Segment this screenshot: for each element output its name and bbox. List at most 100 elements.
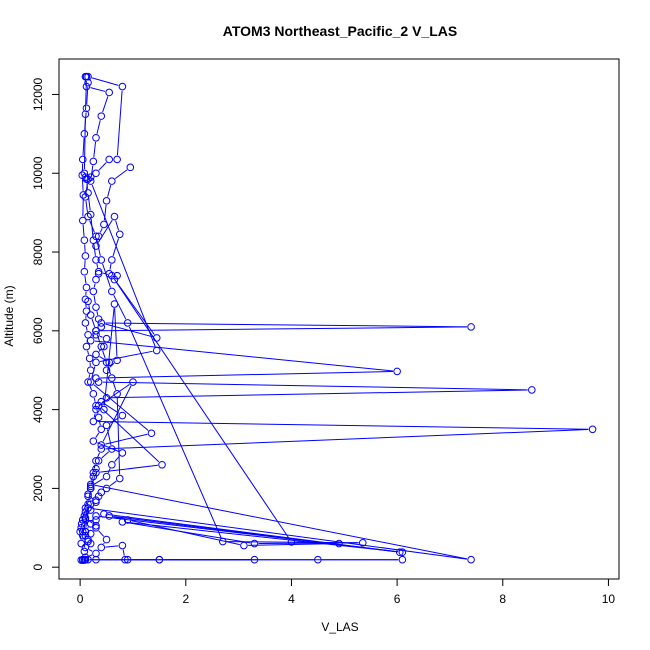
data-point	[123, 516, 132, 524]
data-point	[102, 484, 111, 493]
series-segment	[85, 326, 88, 331]
series-segment	[93, 413, 96, 418]
data-point	[84, 297, 92, 306]
data-point	[92, 522, 100, 530]
series-5	[84, 163, 407, 564]
y-axis: 0 2000 4000 6000 8000 10000 12000	[31, 77, 60, 571]
data-point	[110, 275, 119, 284]
series-segment	[96, 334, 101, 343]
series-segment	[98, 162, 107, 171]
data-point	[97, 441, 106, 449]
series-segment	[99, 516, 101, 518]
data-point	[89, 417, 98, 426]
data-point	[126, 163, 135, 172]
data-point	[398, 548, 407, 557]
x-tick-label: 2	[182, 592, 189, 606]
data-point	[105, 88, 113, 97]
series-segment	[108, 514, 396, 553]
data-point	[84, 500, 92, 508]
series-segment	[92, 508, 467, 560]
series-segment	[93, 384, 149, 431]
x-axis-label: V_LAS	[321, 620, 358, 634]
data-point	[100, 342, 108, 351]
series-segment	[100, 326, 467, 332]
series-segment	[89, 385, 93, 391]
data-point	[78, 216, 87, 225]
series-segment	[94, 478, 104, 485]
series-segment	[109, 362, 115, 368]
data-point	[97, 112, 106, 120]
series-segment	[94, 340, 393, 372]
data-point	[80, 130, 89, 138]
data-point	[94, 378, 103, 386]
data-point	[105, 269, 113, 278]
y-tick-label: 12000	[31, 77, 45, 111]
data-point	[92, 523, 100, 532]
data-point	[92, 275, 100, 284]
series-segment	[85, 500, 88, 505]
data-point	[81, 543, 90, 552]
data-point	[113, 390, 121, 398]
data-point	[82, 104, 91, 113]
series-segment	[114, 308, 118, 357]
data-point	[118, 411, 127, 420]
series-segment	[100, 370, 393, 379]
data-point	[92, 350, 100, 359]
data-point	[115, 230, 124, 239]
data-point	[100, 405, 108, 414]
data-point	[92, 374, 100, 382]
series-segment	[99, 335, 103, 338]
series-segment	[89, 220, 95, 233]
series-segment	[85, 80, 87, 110]
data-point	[108, 287, 116, 296]
data-point	[113, 155, 121, 164]
data-point	[84, 555, 92, 564]
series-segment	[105, 428, 589, 450]
data-point	[86, 311, 95, 319]
series-segment	[101, 451, 110, 459]
data-point	[240, 541, 248, 550]
data-point	[84, 189, 92, 197]
data-point	[102, 472, 111, 481]
data-point	[92, 169, 100, 178]
data-point	[92, 330, 100, 339]
data-point	[528, 386, 536, 394]
data-point	[92, 457, 100, 465]
x-tick-label: 0	[77, 592, 84, 606]
series-segment	[96, 263, 99, 268]
data-point	[467, 323, 475, 331]
series-layer	[76, 72, 597, 564]
series-segment	[122, 549, 125, 556]
series-segment	[96, 311, 99, 316]
data-point	[81, 72, 90, 81]
series-4	[81, 72, 407, 557]
data-point	[105, 358, 113, 367]
series-segment	[102, 96, 109, 113]
series-segment	[81, 179, 84, 191]
series-segment	[97, 420, 589, 430]
series-segment	[113, 294, 127, 320]
series-segment	[101, 383, 130, 404]
data-point	[76, 527, 84, 536]
series-segment	[102, 350, 106, 359]
data-point	[80, 512, 89, 520]
data-point	[108, 177, 116, 185]
data-point	[94, 315, 103, 323]
data-point	[81, 252, 90, 260]
series-segment	[93, 244, 96, 256]
data-point	[78, 555, 87, 564]
data-point	[102, 197, 111, 205]
series-segment	[105, 545, 119, 548]
data-point	[81, 555, 90, 564]
data-point	[92, 512, 100, 520]
series-segment	[87, 350, 90, 355]
series-segment	[93, 397, 96, 402]
series-segment	[91, 318, 96, 327]
series-segment	[90, 165, 94, 178]
y-tick-label: 4000	[31, 396, 45, 423]
data-point	[84, 535, 92, 544]
data-point	[80, 547, 89, 556]
series-segment	[85, 183, 88, 193]
series-segment	[91, 480, 93, 485]
series-segment	[91, 184, 156, 347]
